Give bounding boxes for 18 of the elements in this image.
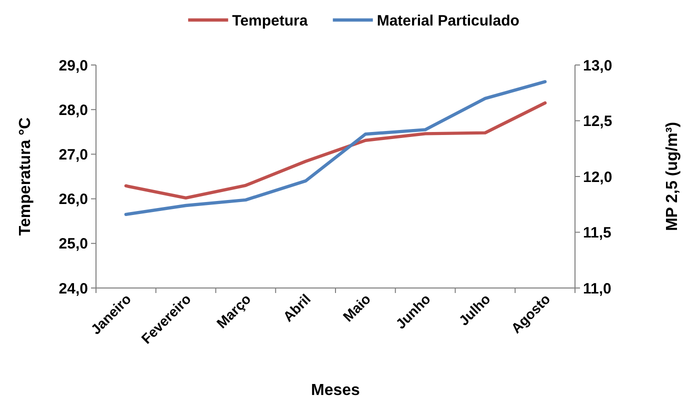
line-series — [124, 101, 547, 200]
y-tick-label: 24,0 — [58, 280, 88, 298]
y2-tick-label: 13,0 — [583, 57, 612, 74]
y2-tick-label: 11,0 — [583, 280, 612, 298]
y2-tick-label: 12,5 — [583, 113, 612, 130]
y2-tick-label: 11,5 — [583, 224, 612, 242]
y-axis-title: Temperatura °C — [17, 116, 34, 236]
line-series — [124, 80, 547, 216]
y-tick-label: 28,0 — [58, 102, 88, 119]
y2-tick-label: 12,0 — [583, 168, 612, 186]
y2-axis-title: MP 2,5 (ug/m³) — [664, 122, 681, 232]
x-axis-title: Meses — [311, 382, 360, 399]
legend-label: Tempetura — [232, 12, 308, 30]
y-tick-label: 26,0 — [58, 191, 88, 208]
legend-label: Material Particulado — [376, 12, 520, 30]
y-tick-label: 25,0 — [58, 236, 88, 253]
y-tick-label: 29,0 — [58, 57, 88, 74]
y-tick-label: 27,0 — [58, 146, 88, 164]
